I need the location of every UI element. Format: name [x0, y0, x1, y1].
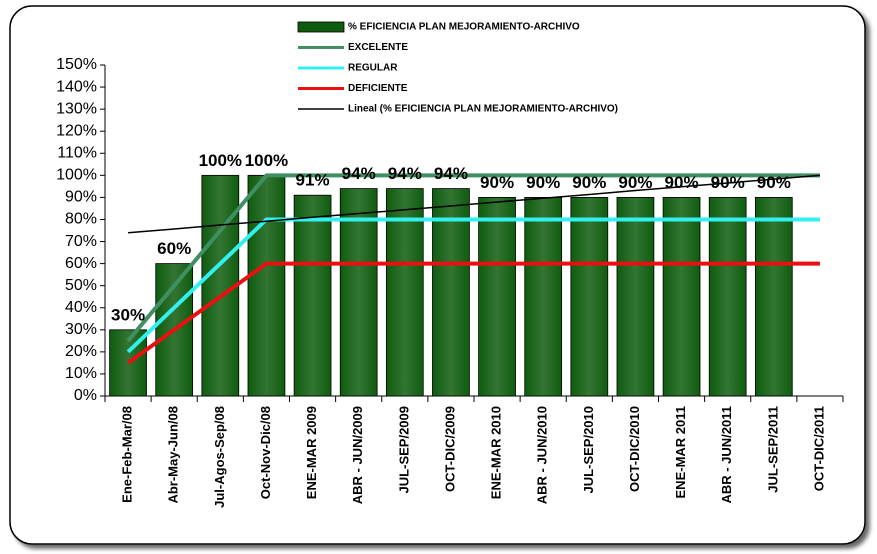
legend-label: Lineal (% EFICIENCIA PLAN MEJORAMIENTO-A… [348, 104, 618, 115]
legend-swatch [297, 21, 345, 33]
data-label: 90% [480, 173, 514, 192]
y-tick-label: 110% [57, 144, 97, 161]
y-tick-label: 60% [65, 255, 97, 272]
x-tick-label: Oct-Nov-Dic/08 [258, 406, 273, 499]
x-tick-label: ABR - JUN/2009 [350, 406, 365, 504]
data-label: 94% [434, 164, 468, 183]
bar [524, 196, 563, 397]
bar [570, 196, 609, 397]
bar [708, 196, 747, 397]
bar [432, 188, 470, 397]
x-tick-label: JUL-SEP/2010 [581, 406, 596, 493]
x-tick-label: Abr-May-Jun/08 [166, 406, 181, 504]
y-tick-label: 20% [65, 343, 97, 360]
legend-label: % EFICIENCIA PLAN MEJORAMIENTO-ARCHIVO [348, 22, 580, 33]
bar [293, 194, 332, 397]
y-tick-label: 0% [74, 387, 97, 404]
bar [754, 196, 793, 397]
x-tick-label: ENE-MAR 2009 [304, 406, 319, 499]
y-tick-label: 40% [65, 299, 97, 316]
bar [385, 188, 424, 397]
threshold-line [126, 261, 820, 365]
data-label: 100% [245, 151, 288, 170]
y-tick-label: 90% [65, 189, 97, 206]
x-tick-label: Jul-Agos-Sep/08 [212, 406, 227, 508]
threshold-line [126, 217, 820, 354]
x-tick-label: ENE-MAR 2010 [489, 406, 504, 499]
x-tick-label: JUL-SEP/2009 [396, 406, 411, 493]
data-label: 90% [711, 173, 745, 192]
legend-label: DEFICIENTE [348, 83, 408, 94]
y-tick-label: 150% [56, 56, 97, 73]
data-label: 30% [111, 305, 145, 324]
data-label: 90% [572, 173, 606, 192]
bar [616, 196, 655, 397]
threshold-line [126, 173, 820, 343]
x-tick-label: OCT-DIC/2011 [811, 406, 826, 491]
x-tick-label: JUL-SEP/2011 [765, 406, 780, 493]
x-tick-label: ABR - JUN/2010 [535, 406, 550, 504]
bar [339, 188, 378, 397]
legend-label: REGULAR [348, 63, 398, 74]
bar [478, 196, 516, 397]
y-tick-label: 30% [65, 321, 97, 338]
x-tick-label: OCT-DIC/2009 [442, 406, 457, 492]
y-tick-label: 80% [65, 211, 97, 228]
x-tick-label: Ene-Feb-Mar/08 [120, 406, 135, 503]
x-tick-label: OCT-DIC/2010 [627, 406, 642, 492]
data-label: 91% [296, 171, 330, 190]
data-label: 90% [526, 173, 560, 192]
data-label: 60% [157, 239, 191, 258]
data-label: 94% [342, 164, 376, 183]
x-tick-label: ABR - JUN/2011 [719, 406, 734, 504]
y-tick-label: 10% [65, 365, 97, 382]
x-tick-label: ENE-MAR 2011 [673, 406, 688, 498]
y-tick-label: 120% [56, 122, 97, 139]
y-tick-label: 130% [56, 100, 97, 117]
y-tick-label: 140% [56, 78, 97, 95]
data-label: 90% [665, 173, 699, 192]
data-label: 90% [757, 173, 791, 192]
data-label: 94% [388, 164, 422, 183]
y-tick-label: 50% [65, 277, 97, 294]
bar [247, 174, 286, 397]
bar [662, 196, 701, 397]
data-label: 100% [199, 151, 242, 170]
legend-label: EXCELENTE [348, 42, 408, 53]
trend-line [128, 174, 820, 234]
data-label: 90% [618, 173, 652, 192]
y-tick-label: 100% [56, 167, 97, 184]
y-tick-label: 70% [65, 233, 97, 250]
